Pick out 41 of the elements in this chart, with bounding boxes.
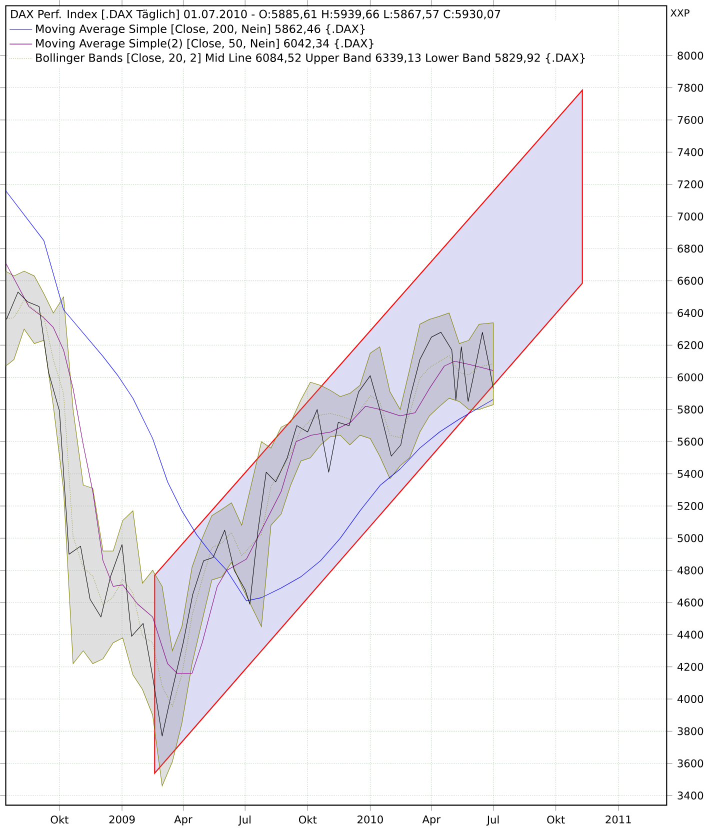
y-tick-label: 3600 — [678, 759, 704, 768]
x-tick-label: 2010 — [357, 815, 383, 824]
y-tick-label: 4200 — [677, 662, 704, 671]
x-tick-label: Okt — [547, 815, 565, 824]
y-tick-label: 3400 — [678, 792, 704, 800]
y-tick-label: 5400 — [678, 470, 704, 478]
y-tick-label: 6800 — [678, 244, 704, 253]
x-tick-label: Okt — [50, 815, 68, 824]
y-tick-label: 6600 — [678, 276, 704, 285]
x-tick-label: Okt — [298, 815, 317, 824]
chart-title: DAX Perf. Index [.DAX Täglich] 01.07.2010 - O:5885,61 H:5939,66 L:5867,57 C:5930,07 — [10, 10, 500, 20]
x-tick-label: Apr — [174, 815, 192, 826]
y-tick-label: 5000 — [678, 534, 704, 542]
legend-label: Moving Average Simple [Close, 200, Nein] 5862,46 {.DAX} — [36, 24, 365, 36]
x-tick-label: 2009 — [109, 815, 135, 824]
y-tick-label: 4400 — [677, 630, 704, 639]
y-tick-label: 7400 — [678, 148, 704, 156]
x-tick-label: Apr — [422, 815, 440, 826]
x-tick-label: 2011 — [606, 815, 631, 824]
y-tick-label: 4000 — [677, 695, 704, 704]
text: XXP — [670, 9, 690, 17]
y-tick-label: 5600 — [678, 438, 704, 446]
y-tick-label: 5800 — [678, 405, 704, 414]
y-tick-label: 6000 — [678, 373, 704, 382]
y-tick-label: 7000 — [678, 212, 704, 220]
line-series — [6, 262, 494, 674]
x-tick-label: Jul — [486, 815, 499, 826]
y-tick-label: 7800 — [678, 84, 704, 92]
y-tick-label: 6200 — [678, 341, 704, 350]
legend-label: Moving Average Simple(2) [Close, 50, Nein] 6042,34 {.DAX} — [36, 38, 374, 50]
y-tick-label: 6400 — [678, 308, 704, 317]
y-tick-label: 7600 — [678, 116, 704, 124]
y-tick-label: 4800 — [677, 566, 704, 574]
line-series — [6, 190, 494, 602]
legend-label: Bollinger Bands [Close, 20, 2] Mid Line 6084,52 Upper Band 6339,13 Lower Band 5829,92 {.DAX} — [36, 53, 585, 64]
y-tick-label: 4600 — [677, 598, 704, 606]
y-tick-label: 3800 — [678, 727, 704, 736]
y-tick-label: 8000 — [678, 52, 704, 60]
y-tick-label: 5200 — [678, 502, 704, 510]
y-tick-label: 7200 — [678, 180, 704, 188]
x-tick-label: Jul — [238, 815, 250, 826]
